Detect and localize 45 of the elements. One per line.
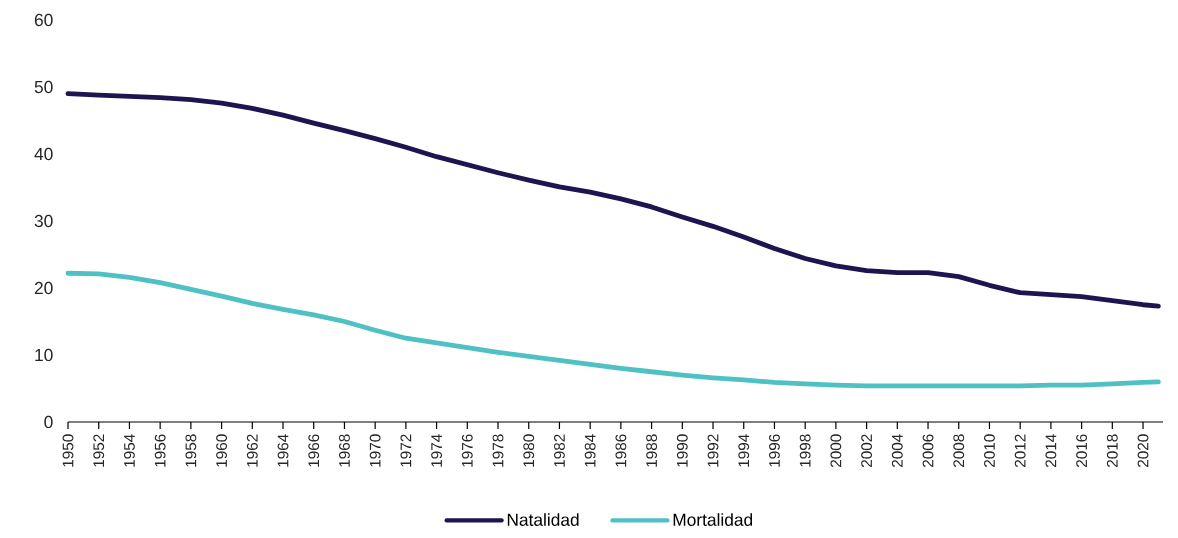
x-tick-label: 2010: [984, 434, 995, 468]
x-tick-label: 1990: [676, 434, 688, 467]
x-tick-label: 1958: [185, 434, 197, 467]
y-tick-label: 0: [44, 415, 53, 429]
y-tick-label: 10: [35, 348, 53, 362]
x-tick-label: 1984: [584, 434, 596, 467]
x-tick-label: 2004: [891, 434, 903, 468]
x-tick-label: 2014: [1045, 434, 1057, 468]
x-tick-label: 1998: [799, 434, 811, 467]
x-tick-label: 1974: [431, 434, 443, 467]
y-tick-label: 60: [34, 13, 53, 27]
x-tick-label: 1972: [400, 434, 412, 467]
x-tick-label: 1950: [62, 434, 74, 467]
x-tick-label: 1970: [369, 434, 381, 467]
x-tick-label: 1986: [615, 434, 627, 467]
x-tick-label: 2008: [953, 434, 965, 468]
x-tick-label: 1994: [738, 434, 750, 467]
x-tick-label: 2012: [1014, 434, 1026, 468]
y-tick-label: 40: [34, 147, 53, 161]
x-tick-label: 1978: [492, 434, 504, 467]
x-tick-label: 1980: [523, 434, 535, 467]
x-tick-label: 1954: [124, 434, 135, 467]
x-tick-label: 2006: [922, 434, 934, 468]
x-tick-label: 2000: [830, 434, 842, 468]
x-tick-label: 1976: [461, 434, 473, 467]
x-tick-label: 2020: [1137, 434, 1149, 468]
x-tick-label: 1956: [154, 434, 166, 467]
x-tick-label: 1962: [246, 434, 258, 467]
y-tick-label: 20: [34, 281, 53, 295]
y-tick-label: 50: [34, 80, 53, 94]
x-tick-label: 1982: [554, 434, 565, 467]
y-tick-label: 30: [34, 214, 53, 228]
x-tick-label: 2018: [1106, 434, 1118, 468]
x-tick-label: 2016: [1076, 434, 1088, 468]
legend-label: Natalidad: [507, 513, 579, 526]
x-tick-label: 1968: [339, 434, 350, 467]
x-tick-label: 1992: [707, 434, 719, 467]
x-tick-label: 1960: [216, 434, 228, 467]
legend-label: Mortalidad: [673, 513, 753, 526]
x-tick-label: 1988: [646, 434, 658, 467]
x-tick-label: 1996: [769, 434, 780, 467]
x-tick-label: 1966: [308, 434, 320, 467]
x-tick-label: 1964: [277, 434, 289, 467]
x-tick-label: 1952: [93, 434, 105, 467]
x-tick-label: 2002: [861, 434, 873, 468]
